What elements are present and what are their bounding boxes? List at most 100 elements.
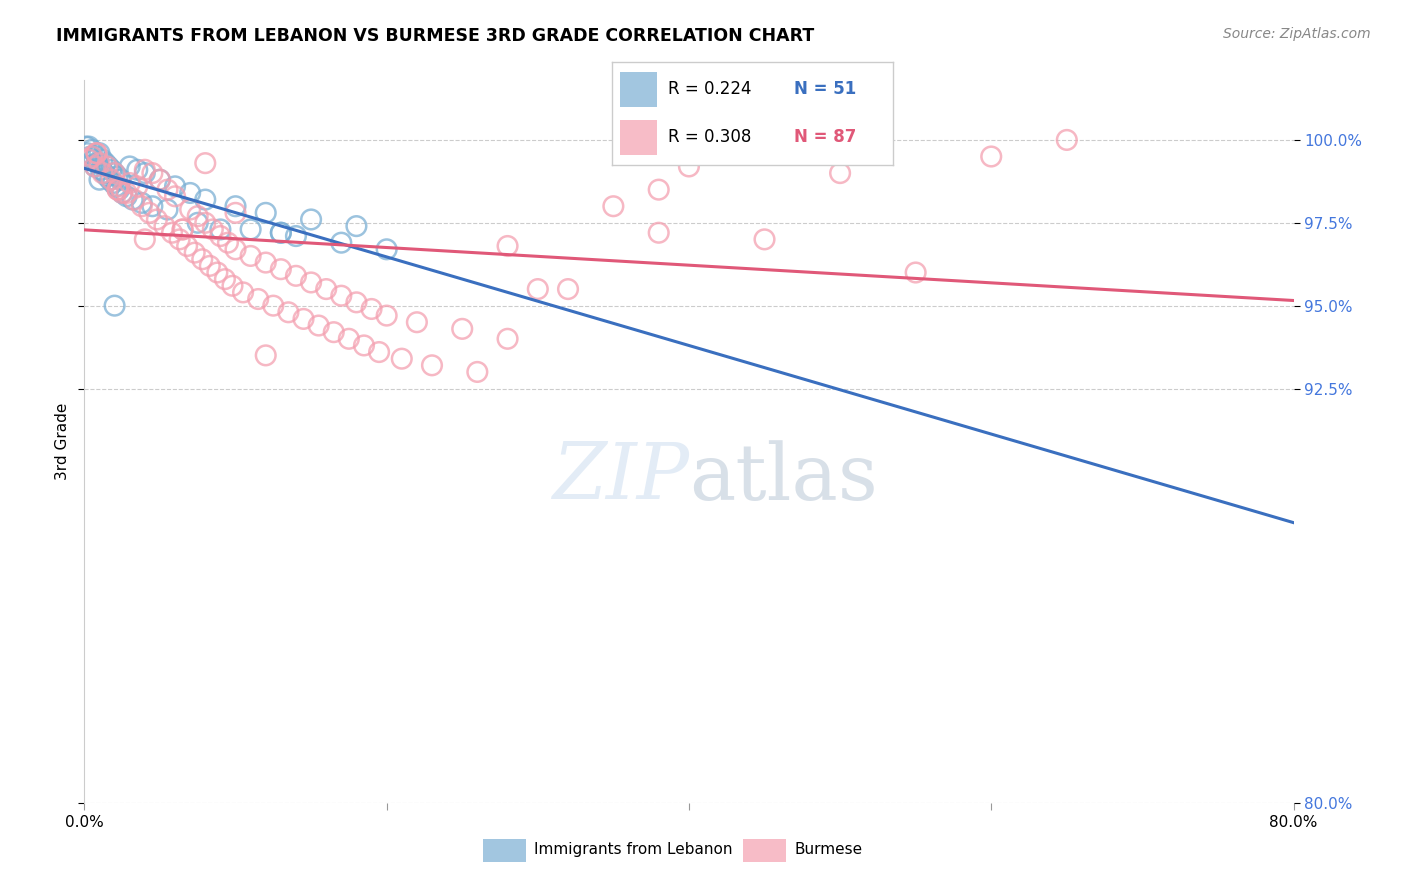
Point [648, 226, 671, 240]
Point [127, 162, 149, 177]
Text: R = 0.308: R = 0.308 [668, 128, 751, 146]
Point [87, 156, 110, 170]
Point [77, 153, 100, 167]
Point [527, 282, 550, 296]
Point [299, 212, 322, 227]
Point [225, 206, 247, 220]
Point [292, 312, 315, 326]
Point [82, 153, 104, 167]
Point [160, 226, 183, 240]
Point [172, 222, 194, 236]
Point [134, 232, 156, 246]
Point [299, 276, 322, 290]
Text: N = 87: N = 87 [794, 128, 856, 146]
Point [104, 166, 127, 180]
Text: N = 51: N = 51 [794, 80, 856, 98]
Point [115, 186, 138, 200]
Point [221, 278, 243, 293]
Text: ZIP: ZIP [551, 440, 689, 516]
Point [91, 166, 114, 180]
Point [153, 219, 176, 233]
Point [247, 292, 270, 306]
Point [107, 183, 129, 197]
Point [830, 166, 852, 180]
Bar [620, 71, 657, 106]
Point [678, 160, 700, 174]
Point [131, 199, 153, 213]
Point [183, 245, 205, 260]
Point [330, 289, 353, 303]
Point [557, 282, 579, 296]
Point [368, 345, 391, 359]
Point [322, 325, 344, 339]
Point [194, 156, 217, 170]
Point [107, 183, 129, 197]
Point [420, 359, 443, 373]
Point [225, 242, 247, 256]
Bar [484, 838, 526, 862]
Point [172, 222, 194, 236]
Point [191, 252, 214, 267]
Point [254, 206, 277, 220]
Point [165, 179, 187, 194]
Point [179, 186, 201, 200]
Point [110, 172, 132, 186]
Point [904, 266, 927, 280]
Point [77, 139, 100, 153]
Point [108, 183, 131, 197]
Point [96, 169, 118, 184]
Point [194, 216, 217, 230]
Point [89, 146, 111, 161]
Point [209, 229, 232, 244]
Point [353, 338, 375, 352]
Point [101, 176, 124, 190]
Point [111, 186, 134, 200]
Point [225, 199, 247, 213]
Point [156, 202, 179, 217]
Point [104, 166, 127, 180]
Point [149, 172, 172, 186]
Point [149, 172, 172, 186]
Text: Burmese: Burmese [794, 842, 862, 857]
Point [105, 179, 128, 194]
Point [176, 239, 198, 253]
Y-axis label: 3rd Grade: 3rd Grade [55, 403, 70, 480]
Point [141, 199, 163, 213]
Point [79, 149, 101, 163]
Point [86, 149, 108, 163]
Point [467, 365, 489, 379]
Point [285, 229, 308, 244]
Point [375, 309, 398, 323]
Point [496, 239, 519, 253]
Point [198, 259, 221, 273]
Point [94, 156, 117, 170]
Point [406, 315, 429, 329]
Point [134, 166, 156, 180]
Point [980, 149, 1002, 163]
Point [232, 285, 254, 300]
Point [104, 299, 127, 313]
Point [90, 162, 112, 177]
Point [141, 166, 163, 180]
Point [100, 172, 122, 186]
Point [254, 255, 277, 269]
Point [86, 146, 108, 161]
Point [214, 272, 236, 286]
Point [169, 232, 191, 246]
Point [127, 179, 149, 194]
Point [121, 193, 143, 207]
Point [239, 222, 262, 236]
Point [111, 186, 134, 200]
Point [179, 202, 201, 217]
Point [122, 193, 145, 207]
Bar [620, 120, 657, 155]
Point [209, 222, 232, 236]
Point [391, 351, 413, 366]
Point [239, 249, 262, 263]
Point [330, 235, 353, 250]
Point [346, 219, 368, 233]
Point [602, 199, 624, 213]
Point [315, 282, 337, 296]
Point [754, 232, 776, 246]
Point [270, 226, 292, 240]
